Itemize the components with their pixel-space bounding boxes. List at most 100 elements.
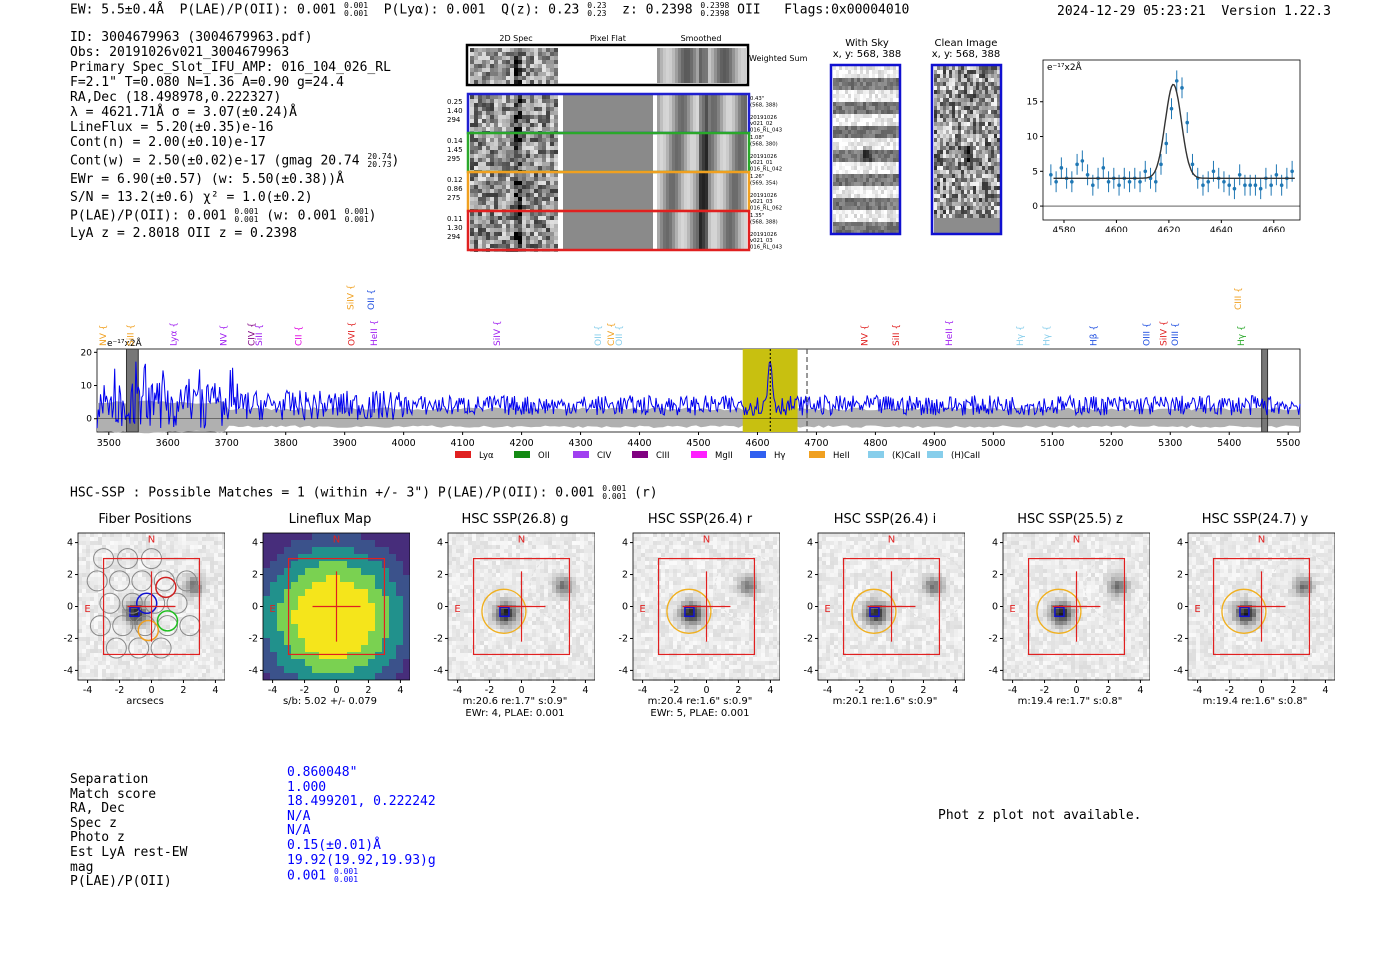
- cutout-pixel: [526, 166, 530, 170]
- sky-pixel: [878, 230, 881, 234]
- sky-pixel: [833, 222, 836, 226]
- sky-pixel: [890, 222, 893, 226]
- spectrum-line-label: SiII {: [892, 324, 902, 346]
- image-pixel: [114, 577, 118, 581]
- cutout-pixel: [518, 127, 522, 131]
- panel-ytick-label: 4: [67, 538, 73, 549]
- cutout-pixel: [514, 111, 518, 115]
- sky-pixel: [863, 66, 866, 70]
- cutout-pixel: [510, 197, 514, 201]
- image-pixel: [82, 637, 86, 641]
- lineflux-pixel: [291, 652, 298, 659]
- sky-pixel: [860, 98, 863, 102]
- sky-pixel: [833, 102, 836, 106]
- image-pixel: [138, 573, 142, 577]
- sky-pixel: [839, 94, 842, 98]
- sky-pixel: [857, 122, 860, 126]
- cutout-pixel: [494, 224, 498, 228]
- cutout-pixel: [518, 99, 522, 103]
- sky-pixel: [869, 102, 872, 106]
- spectrum-line-label: HeII {: [945, 320, 955, 346]
- sky-pixel: [934, 178, 937, 182]
- image-pixel: [114, 597, 118, 601]
- image-pixel: [182, 561, 186, 565]
- image-pixel: [122, 561, 126, 565]
- sky-pixel: [955, 150, 958, 154]
- sky-pixel: [940, 198, 943, 202]
- image-pixel: [110, 549, 114, 553]
- image-pixel: [166, 601, 170, 605]
- image-pixel: [222, 549, 225, 553]
- sky-pixel: [887, 90, 890, 94]
- cutout-pixel: [542, 56, 546, 60]
- image-pixel: [162, 621, 166, 625]
- cutout-pixel: [494, 212, 498, 216]
- cutout-pixel: [546, 127, 550, 131]
- image-pixel: [130, 645, 134, 649]
- cutout-pixel: [506, 134, 510, 138]
- image-pixel: [158, 565, 162, 569]
- image-pixel: [126, 581, 130, 585]
- image-pixel: [178, 561, 182, 565]
- image-pixel: [206, 561, 210, 565]
- search-box: [102, 557, 201, 656]
- image-pixel: [98, 597, 102, 601]
- cutout-pixel: [522, 138, 526, 142]
- sky-pixel: [943, 158, 946, 162]
- image-pixel: [178, 585, 182, 589]
- smoothed-band: [720, 95, 723, 132]
- image-pixel: [130, 589, 134, 593]
- image-pixel: [214, 601, 218, 605]
- sky-pixel: [973, 214, 976, 218]
- sky-pixel: [955, 166, 958, 170]
- sky-pixel: [997, 194, 1000, 198]
- sky-pixel: [985, 222, 988, 226]
- cutout-pixel: [510, 216, 514, 220]
- image-pixel: [194, 585, 198, 589]
- cutout-pixel: [482, 127, 486, 131]
- image-pixel: [166, 565, 170, 569]
- sky-pixel: [836, 226, 839, 230]
- lineflux-pixel: [277, 533, 284, 540]
- cutout-pixel: [502, 107, 506, 111]
- cutout-pixel: [534, 134, 538, 138]
- cutout-pixel: [494, 189, 498, 193]
- sky-pixel: [890, 142, 893, 146]
- image-pixel: [162, 553, 166, 557]
- sky-pixel: [943, 182, 946, 186]
- image-pixel: [162, 585, 166, 589]
- image-pixel: [126, 677, 130, 681]
- cutout-pixel: [542, 154, 546, 158]
- lineflux-pixel: [263, 533, 270, 540]
- sky-pixel: [940, 190, 943, 194]
- cutout-pixel: [546, 123, 550, 127]
- sky-pixel: [985, 138, 988, 142]
- sky-pixel: [991, 162, 994, 166]
- image-pixel: [110, 609, 114, 613]
- image-pixel: [182, 541, 186, 545]
- sky-pixel: [893, 186, 896, 190]
- sky-pixel: [973, 70, 976, 74]
- image-pixel: [162, 565, 166, 569]
- smoothed-band: [696, 173, 699, 210]
- cutout-pixel: [514, 134, 518, 138]
- image-pixel: [222, 641, 225, 645]
- sky-pixel: [955, 66, 958, 70]
- image-pixel: [122, 545, 126, 549]
- smoothed-band: [717, 212, 720, 249]
- cutout-pixel: [542, 240, 546, 244]
- lineflux-pixel: [270, 533, 277, 540]
- cutout-pixel: [534, 127, 538, 131]
- sky-pixel: [896, 66, 899, 70]
- spectrum-xtick-label: 3700: [215, 438, 239, 449]
- image-pixel: [138, 613, 142, 617]
- image-pixel: [174, 589, 178, 593]
- sky-pixel: [991, 134, 994, 138]
- image-pixel: [118, 645, 122, 649]
- image-pixel: [86, 593, 90, 597]
- cutout-pixel: [498, 185, 502, 189]
- lineflux-pixel: [312, 533, 319, 540]
- sky-pixel: [961, 114, 964, 118]
- image-pixel: [106, 533, 110, 537]
